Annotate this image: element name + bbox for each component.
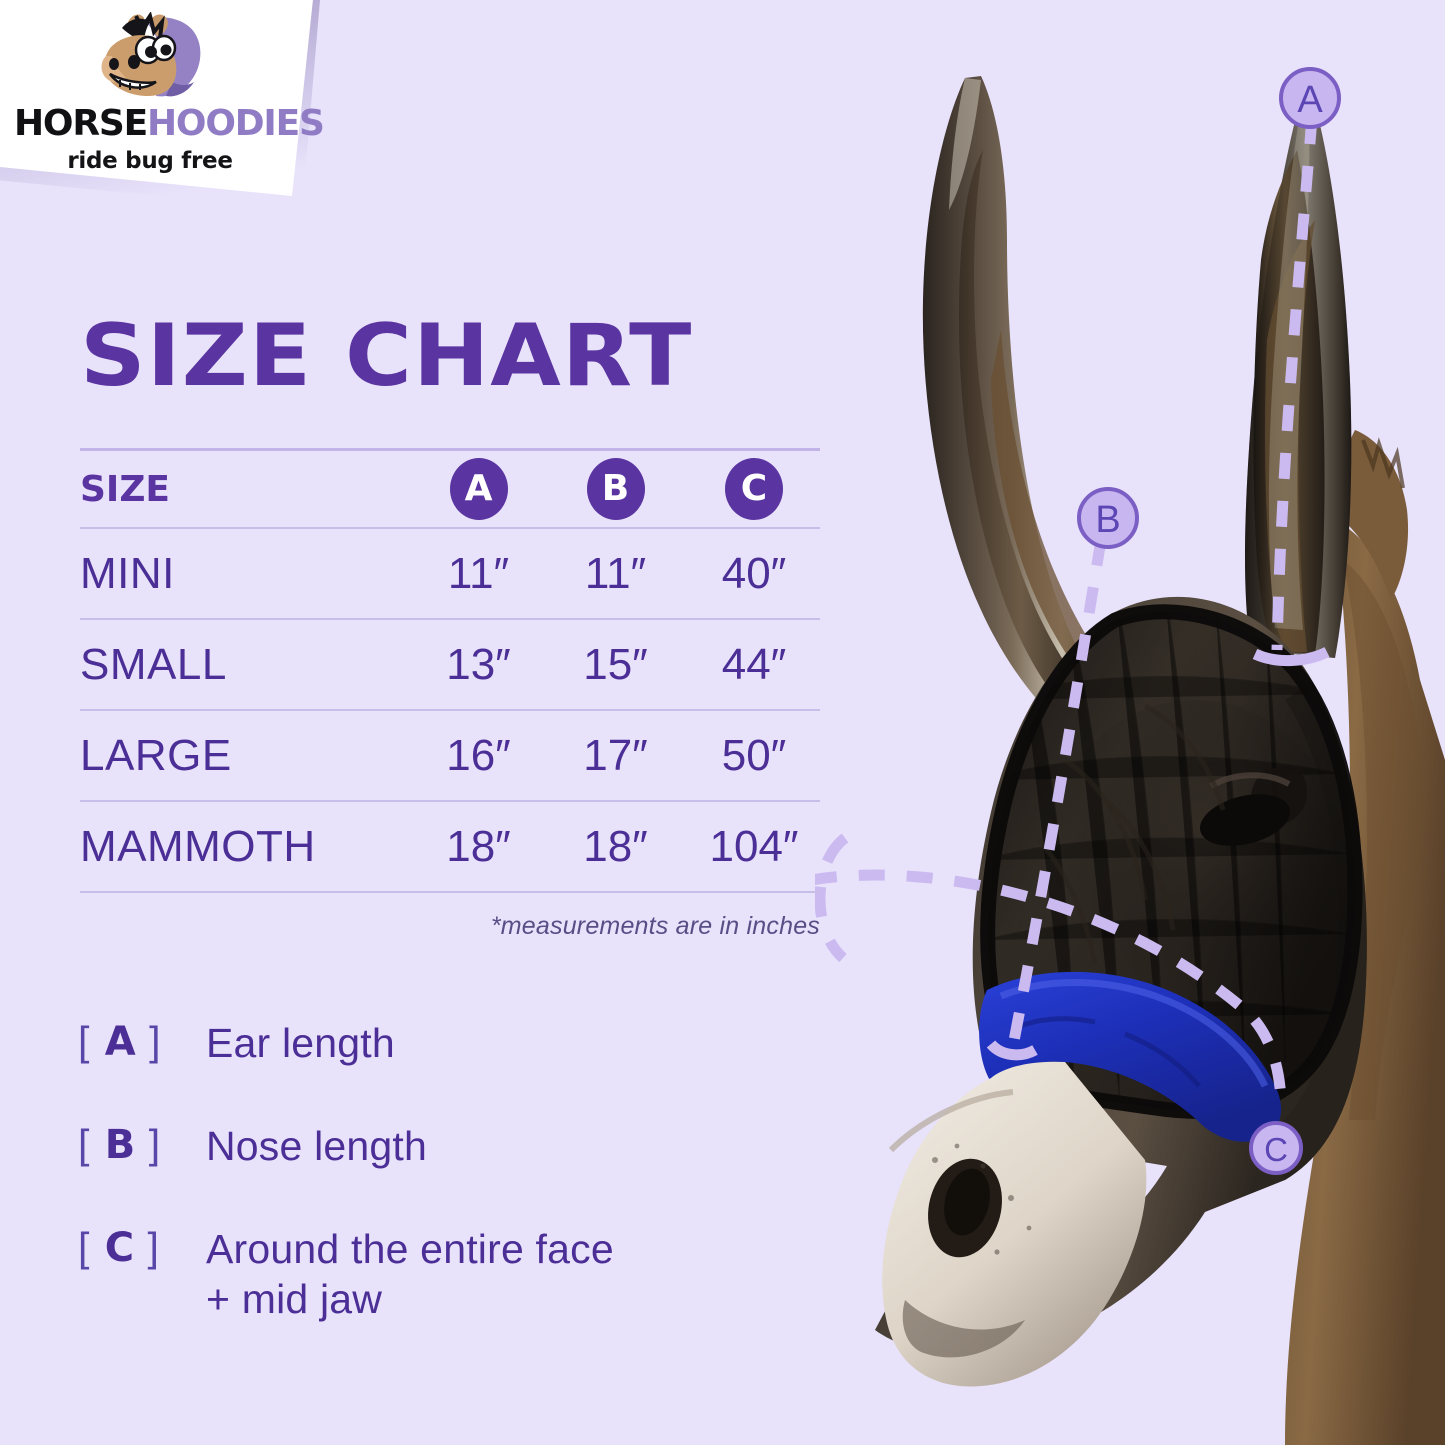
- legend-label-b: Nose length: [206, 1123, 428, 1170]
- cell-c: 50″: [721, 730, 787, 780]
- cell-size: MINI: [80, 548, 175, 598]
- cell-b: 15″: [583, 639, 648, 689]
- cell-size: MAMMOTH: [80, 821, 316, 871]
- column-header-size: SIZE: [80, 468, 171, 510]
- mule-fly-mask-photo: A B C: [815, 0, 1445, 1445]
- measure-cap-b: [986, 1040, 1038, 1061]
- legend-key-c: [ C ]: [78, 1224, 161, 1272]
- svg-text:A: A: [1297, 79, 1323, 121]
- brand-logo-panel[interactable]: HORSEHOODIES ride bug free: [0, 0, 330, 210]
- legend-key-b: [ B ]: [78, 1121, 163, 1169]
- measure-cap-a: [1252, 646, 1330, 667]
- cell-b: 11″: [584, 548, 647, 598]
- table-rule: [80, 709, 820, 711]
- column-header-a: A: [410, 458, 547, 520]
- measurement-legend: [ A ] Ear length [ B ] Nose length [ C ]…: [78, 1018, 778, 1324]
- legend-key-letter-a: A: [104, 1019, 136, 1065]
- badge-a: A: [449, 458, 508, 520]
- badge-b: B: [586, 458, 645, 520]
- legend-key-a: [ A ]: [78, 1018, 163, 1065]
- legend-label-a: Ear length: [206, 1020, 395, 1066]
- cell-a: 13″: [446, 639, 511, 689]
- cell-a: 11″: [447, 548, 510, 598]
- table-row: MINI 11″ 11″ 40″: [80, 529, 820, 618]
- brand-word-light: HOODIES: [146, 103, 325, 144]
- cell-b: 18″: [583, 821, 648, 871]
- cell-c: 40″: [721, 548, 787, 598]
- legend-key-letter-b: B: [104, 1122, 136, 1169]
- table-rule: [80, 800, 820, 802]
- marker-c: C: [1249, 1121, 1303, 1175]
- marker-a: A: [1279, 67, 1341, 129]
- cell-c: 104″: [709, 821, 799, 871]
- legend-key-letter-c: C: [104, 1225, 135, 1272]
- measure-arc-c: [815, 833, 849, 963]
- cell-size: SMALL: [80, 639, 227, 689]
- column-header-b: B: [547, 458, 684, 520]
- measure-dash-b: [1007, 539, 1107, 1048]
- cell-b: 17″: [583, 730, 648, 780]
- brand-tagline: ride bug free: [67, 148, 233, 174]
- cell-a: 16″: [446, 730, 511, 780]
- cell-c: 44″: [721, 639, 787, 689]
- legend-label-c: Around the entire face + mid jaw: [206, 1226, 614, 1323]
- marker-b: B: [1077, 487, 1139, 549]
- size-chart-table: SIZE A B C MINI 11″ 11″ 40″ SMALL 13″ 15…: [80, 448, 820, 893]
- column-header-c: C: [684, 458, 824, 520]
- legend-item-a: [ A ] Ear length: [78, 1018, 778, 1068]
- svg-text:C: C: [1264, 1131, 1288, 1168]
- table-row: LARGE 16″ 17″ 50″: [80, 711, 820, 800]
- table-rule: [80, 618, 820, 620]
- badge-c: C: [725, 458, 783, 520]
- legend-item-c: [ C ] Around the entire face + mid jaw: [78, 1224, 778, 1324]
- svg-text:B: B: [1095, 499, 1120, 541]
- table-row: MAMMOTH 18″ 18″ 104″: [80, 802, 820, 891]
- table-rule-bottom: [80, 891, 820, 893]
- cell-a: 18″: [446, 821, 511, 871]
- measurement-footnote: *measurements are in inches: [490, 912, 820, 940]
- page-title: SIZE CHART: [80, 306, 693, 406]
- table-rule-header: [80, 527, 820, 529]
- brand-wordmark: HORSEHOODIES: [14, 103, 325, 144]
- brand-word-dark: HORSE: [14, 103, 148, 144]
- legend-item-b: [ B ] Nose length: [78, 1121, 778, 1171]
- horse-head-logo-icon: [101, 12, 201, 97]
- table-row: SMALL 13″ 15″ 44″: [80, 620, 820, 709]
- table-rule-top: [80, 448, 820, 451]
- table-header-row: SIZE A B C: [80, 451, 820, 527]
- cell-size: LARGE: [80, 730, 232, 780]
